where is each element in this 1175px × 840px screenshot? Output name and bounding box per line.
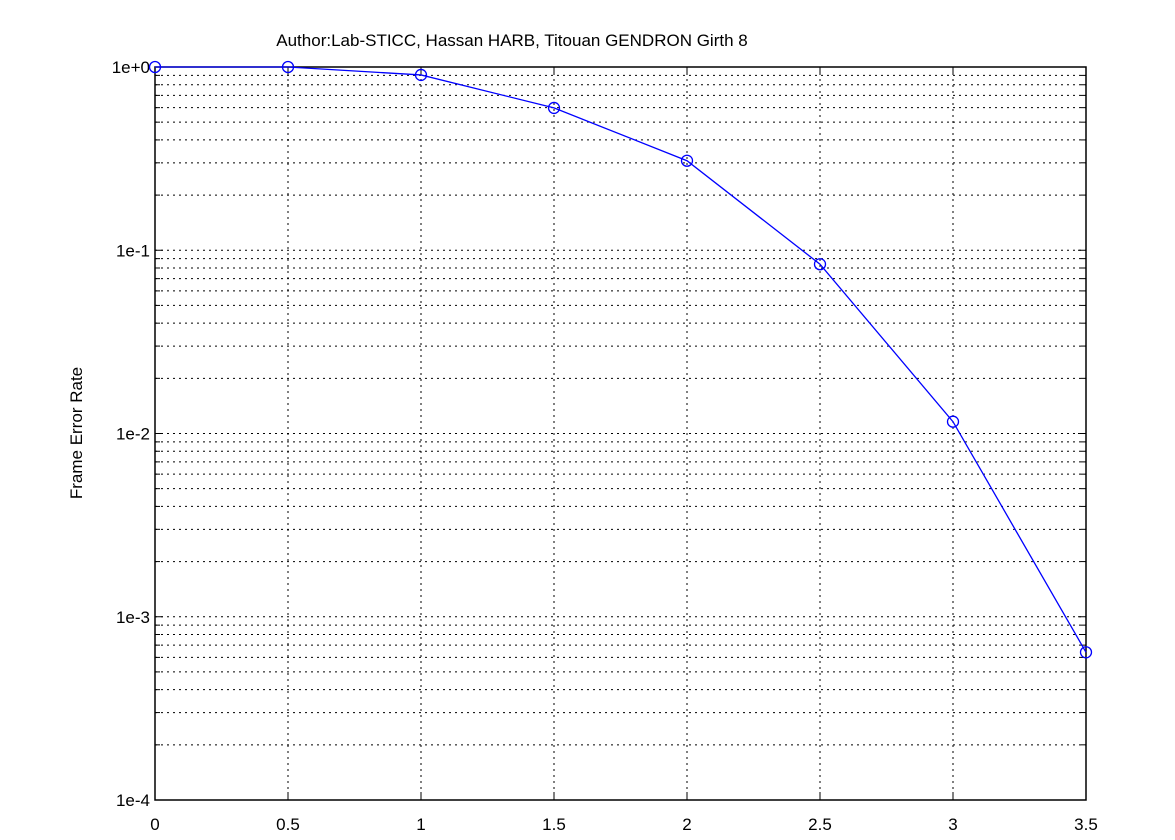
data-point [281, 60, 295, 74]
ticks: 0 0.5 1 1.5 2 2.5 3 3.5 1e-4 1e-3 1e-2 1e-1 1e+0 [112, 58, 1098, 834]
grid [154, 67, 1087, 800]
data-point [148, 60, 162, 74]
x-tick-label: 2 [682, 815, 691, 834]
data-point [813, 258, 827, 271]
y-axis-label: Frame Error Rate [67, 367, 86, 499]
x-tick-label: 3.5 [1074, 815, 1098, 834]
data-point [680, 154, 694, 167]
x-tick-label: 3 [948, 815, 957, 834]
data-point [1079, 646, 1093, 659]
fer-line [155, 66, 1087, 653]
y-tick-label: 1e-1 [116, 241, 150, 260]
data-point [946, 415, 960, 428]
x-tick-label: 2.5 [808, 815, 832, 834]
x-tick-label: 0.5 [276, 815, 300, 834]
data-point [414, 68, 428, 82]
x-tick-label: 0 [150, 815, 159, 834]
x-tick-label: 1 [416, 815, 425, 834]
data-point [547, 101, 561, 115]
y-tick-label: 1e+0 [112, 58, 150, 77]
series [148, 60, 1093, 659]
chart-title: Author:Lab-STICC, Hassan HARB, Titouan G… [276, 31, 747, 50]
y-tick-label: 1e-3 [116, 608, 150, 627]
y-tick-label: 1e-4 [116, 791, 150, 810]
y-tick-label: 1e-2 [116, 425, 150, 444]
x-tick-label: 1.5 [542, 815, 566, 834]
